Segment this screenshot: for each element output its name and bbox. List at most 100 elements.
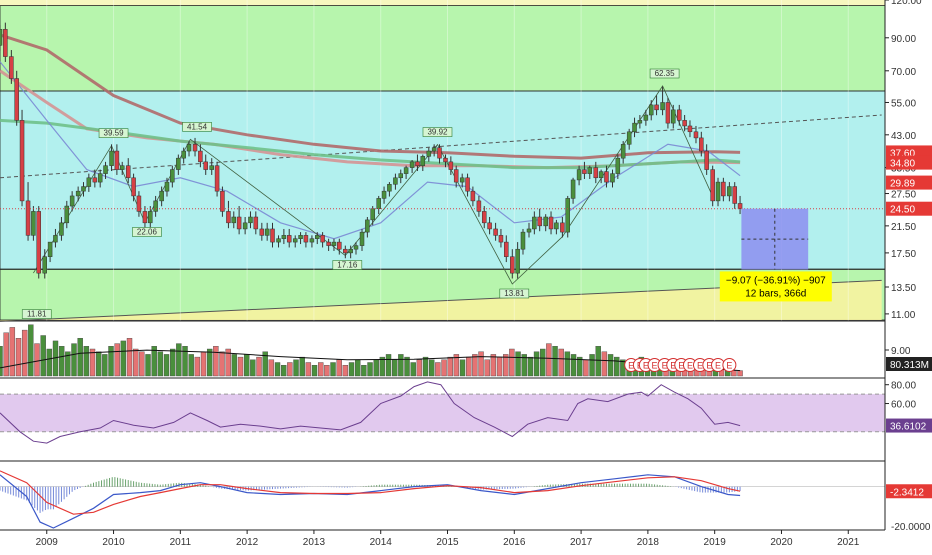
candle bbox=[498, 235, 504, 243]
candle bbox=[654, 104, 659, 111]
candle bbox=[292, 238, 298, 243]
candle bbox=[532, 216, 537, 230]
candle bbox=[615, 157, 621, 174]
candle bbox=[303, 235, 309, 243]
candle bbox=[648, 104, 654, 116]
volume-bar bbox=[422, 356, 429, 377]
volume-bar bbox=[466, 356, 472, 377]
volume-bar bbox=[274, 362, 281, 377]
volume-bar bbox=[268, 359, 275, 377]
candle bbox=[699, 137, 704, 152]
volume-bar bbox=[21, 329, 28, 377]
volume-bar bbox=[558, 348, 564, 377]
candle bbox=[459, 177, 465, 183]
rsi-band bbox=[0, 394, 885, 432]
candle bbox=[632, 122, 637, 133]
volume-bar bbox=[570, 354, 577, 377]
earnings-marker-label: E bbox=[678, 361, 684, 371]
candle bbox=[476, 200, 482, 212]
candle bbox=[103, 165, 108, 174]
candle bbox=[264, 228, 270, 236]
moving-average-3 bbox=[0, 61, 741, 240]
candle bbox=[415, 161, 420, 166]
price-tag-1-bg bbox=[886, 155, 932, 170]
time-tick-label: 2021 bbox=[837, 537, 860, 548]
volume-bar bbox=[367, 362, 373, 377]
candle bbox=[443, 157, 448, 163]
volume-bar bbox=[336, 359, 342, 377]
candle bbox=[153, 200, 158, 212]
volume-bar bbox=[354, 359, 361, 377]
candle bbox=[109, 150, 114, 166]
candle bbox=[0, 29, 3, 46]
volume-bar bbox=[429, 359, 435, 377]
earnings-marker-label: E bbox=[652, 361, 658, 371]
candle bbox=[181, 150, 186, 159]
volume-bar bbox=[182, 346, 188, 377]
candle bbox=[259, 228, 265, 236]
candle bbox=[320, 235, 325, 243]
candle bbox=[570, 179, 576, 199]
price-tick-label: 90.00 bbox=[891, 34, 916, 45]
candle bbox=[159, 190, 164, 202]
volume-bar bbox=[299, 356, 305, 377]
time-tick-label: 2009 bbox=[36, 537, 59, 548]
candle bbox=[560, 222, 565, 233]
volume-bar bbox=[3, 332, 9, 377]
candle bbox=[119, 165, 125, 170]
pivot-label: 41.54 bbox=[187, 122, 208, 131]
time-axis: 2009 2010 2011 2012 2013 2014 2015 2016 2017 2018… bbox=[0, 530, 932, 550]
volume-bar bbox=[385, 354, 392, 377]
candle bbox=[142, 211, 148, 224]
candle bbox=[715, 181, 721, 202]
volume-bar bbox=[330, 362, 336, 377]
candle bbox=[59, 222, 64, 236]
earnings-marker bbox=[722, 358, 737, 372]
candle bbox=[209, 165, 214, 170]
signal-line bbox=[0, 470, 741, 515]
volume-bar bbox=[373, 359, 379, 377]
volume-bar bbox=[342, 365, 349, 377]
candle bbox=[737, 203, 743, 209]
candle bbox=[387, 184, 392, 192]
earnings-marker-label: E bbox=[687, 361, 693, 371]
candle bbox=[343, 248, 348, 254]
volume-bar bbox=[453, 354, 460, 377]
candle bbox=[25, 200, 31, 236]
volume-tag-bg bbox=[886, 357, 932, 371]
candle bbox=[220, 190, 225, 212]
volume-bar bbox=[391, 359, 398, 377]
pivot-label-box bbox=[98, 128, 129, 138]
candle bbox=[620, 144, 626, 159]
volume-bar bbox=[95, 351, 102, 377]
candle bbox=[671, 109, 676, 124]
candle bbox=[214, 165, 220, 192]
volume-bar bbox=[361, 365, 367, 377]
volume-bar bbox=[200, 351, 207, 377]
volume-bar bbox=[126, 338, 133, 377]
volume-bar bbox=[287, 362, 293, 377]
candle bbox=[682, 120, 687, 127]
volume-bar bbox=[311, 365, 318, 377]
candle bbox=[276, 238, 281, 243]
candle bbox=[203, 161, 208, 170]
volume-bar bbox=[163, 354, 170, 377]
candle bbox=[253, 216, 259, 230]
candle bbox=[348, 248, 353, 254]
pivot-label: 11.81 bbox=[27, 310, 47, 319]
candle bbox=[331, 241, 337, 246]
rsi-line bbox=[0, 381, 741, 444]
volume-bar bbox=[490, 354, 497, 377]
measure-label-box bbox=[719, 271, 832, 302]
volume-bar bbox=[404, 356, 410, 377]
volume-bar bbox=[527, 356, 534, 377]
time-tick-label: 2013 bbox=[303, 537, 326, 548]
measure-change-text: −9.07 (−36.91%) −907 bbox=[726, 275, 826, 286]
candle bbox=[231, 216, 237, 224]
price-tick-label: 17.50 bbox=[891, 249, 916, 260]
volume-bar bbox=[503, 354, 509, 377]
volume-bar bbox=[194, 356, 201, 377]
candle bbox=[170, 169, 175, 183]
